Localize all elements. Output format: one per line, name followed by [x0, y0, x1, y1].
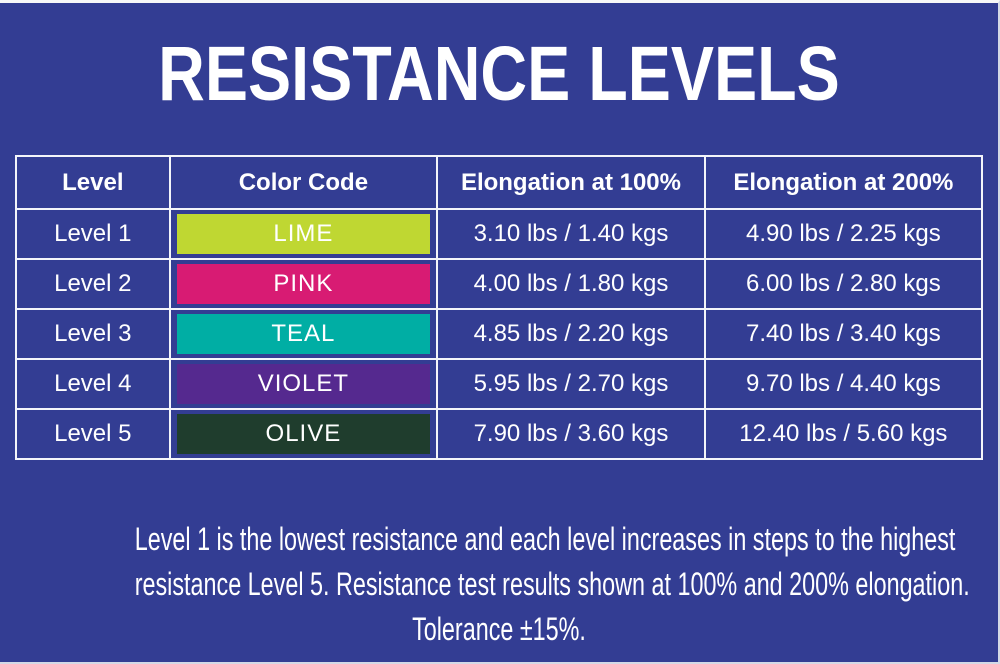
resistance-table-container: Level Color Code Elongation at 100% Elon…: [15, 155, 984, 460]
table-row: Level 4 VIOLET 5.95 lbs / 2.70 kgs 9.70 …: [15, 358, 984, 410]
elongation-200-cell: 9.70 lbs / 4.40 kgs: [703, 358, 984, 410]
color-swatch-lime: LIME: [176, 214, 431, 254]
color-swatch-violet: VIOLET: [176, 364, 431, 404]
elongation-200-cell: 6.00 lbs / 2.80 kgs: [703, 258, 984, 310]
table-row: Level 2 PINK 4.00 lbs / 1.80 kgs 6.00 lb…: [15, 258, 984, 310]
footer-note: Level 1 is the lowest resistance and eac…: [0, 517, 998, 652]
color-swatch-olive: OLIVE: [176, 414, 431, 454]
header-elongation-100: Elongation at 100%: [436, 155, 706, 210]
color-swatch-pink: PINK: [176, 264, 431, 304]
elongation-100-cell: 4.85 lbs / 2.20 kgs: [436, 308, 706, 360]
footer-note-line-1: Level 1 is the lowest resistance and eac…: [134, 521, 956, 557]
header-color-code: Color Code: [168, 155, 439, 210]
level-cell: Level 5: [15, 408, 171, 460]
color-swatch-teal: TEAL: [176, 314, 431, 354]
color-code-cell: VIOLET: [168, 358, 439, 410]
level-cell: Level 2: [15, 258, 171, 310]
color-code-cell: OLIVE: [168, 408, 439, 460]
level-cell: Level 1: [15, 208, 171, 260]
color-code-cell: TEAL: [168, 308, 439, 360]
color-code-cell: PINK: [168, 258, 439, 310]
footer-note-line-2: resistance Level 5. Resistance test resu…: [134, 566, 970, 602]
color-code-cell: LIME: [168, 208, 439, 260]
footer-note-line-3: Tolerance ±15%.: [412, 611, 586, 647]
level-cell: Level 4: [15, 358, 171, 410]
elongation-100-cell: 7.90 lbs / 3.60 kgs: [436, 408, 706, 460]
table-row: Level 5 OLIVE 7.90 lbs / 3.60 kgs 12.40 …: [15, 408, 984, 460]
header-level: Level: [15, 155, 171, 210]
resistance-table: Level Color Code Elongation at 100% Elon…: [15, 155, 984, 460]
elongation-100-cell: 3.10 lbs / 1.40 kgs: [436, 208, 706, 260]
elongation-100-cell: 5.95 lbs / 2.70 kgs: [436, 358, 706, 410]
elongation-100-cell: 4.00 lbs / 1.80 kgs: [436, 258, 706, 310]
table-row: Level 1 LIME 3.10 lbs / 1.40 kgs 4.90 lb…: [15, 208, 984, 260]
header-elongation-200: Elongation at 200%: [703, 155, 984, 210]
elongation-200-cell: 4.90 lbs / 2.25 kgs: [703, 208, 984, 260]
page-title: RESISTANCE LEVELS: [158, 31, 840, 117]
table-header-row: Level Color Code Elongation at 100% Elon…: [15, 155, 984, 210]
table-row: Level 3 TEAL 4.85 lbs / 2.20 kgs 7.40 lb…: [15, 308, 984, 360]
elongation-200-cell: 7.40 lbs / 3.40 kgs: [703, 308, 984, 360]
elongation-200-cell: 12.40 lbs / 5.60 kgs: [703, 408, 984, 460]
level-cell: Level 3: [15, 308, 171, 360]
